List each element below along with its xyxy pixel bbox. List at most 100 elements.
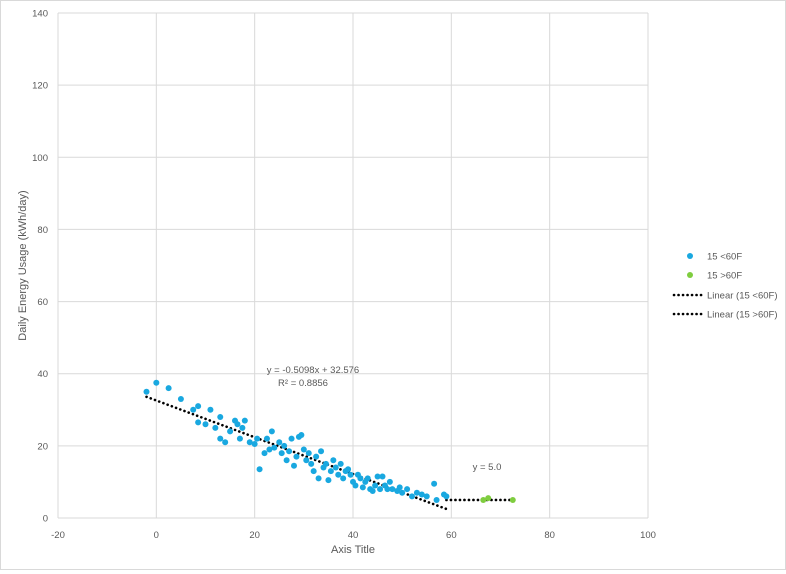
- data-point-series-1: [310, 468, 317, 475]
- y-tick-label: 80: [37, 225, 48, 236]
- data-point-series-1: [443, 493, 450, 500]
- data-point-series-1: [281, 442, 288, 449]
- y-axis-title: Daily Energy Usage (kWh/day): [17, 190, 29, 340]
- data-point-series-1: [327, 468, 334, 475]
- data-point-series-1: [217, 435, 224, 442]
- data-point-series-1: [369, 487, 376, 494]
- data-point-series-1: [386, 478, 393, 485]
- legend-label-trendline-2: Linear (15 >60F): [707, 310, 778, 321]
- data-point-series-1: [364, 475, 371, 482]
- y-tick-label: 0: [43, 514, 48, 525]
- data-point-series-1: [195, 419, 202, 426]
- gridlines: [57, 12, 649, 519]
- data-point-series-1: [423, 493, 430, 500]
- data-point-series-1: [291, 462, 297, 469]
- data-point-series-1: [303, 457, 310, 464]
- data-point-series-1: [263, 435, 270, 442]
- data-point-series-1: [283, 457, 290, 464]
- data-point-series-1: [352, 482, 359, 489]
- data-point-series-1: [396, 484, 403, 491]
- data-point-series-1: [268, 428, 275, 435]
- y-tick-label: 40: [37, 369, 48, 380]
- data-point-series-1: [359, 484, 366, 491]
- data-point-series-1: [357, 475, 364, 482]
- data-point-series-1: [293, 453, 300, 460]
- data-point-series-1: [379, 473, 386, 480]
- data-point-series-1: [300, 446, 307, 453]
- x-tick-label: 100: [640, 530, 656, 541]
- x-axis-title: Axis Title: [331, 544, 375, 556]
- data-point-series-1: [345, 466, 352, 473]
- data-point-series-1: [372, 482, 379, 489]
- data-point-series-1: [433, 496, 440, 503]
- legend-item-series-2: 15 >60F: [687, 271, 742, 282]
- y-axis-tick-labels: 0 20 40 60 80 100 120 140: [32, 9, 48, 525]
- data-point-series-1: [384, 486, 391, 493]
- data-point-series-1: [288, 435, 295, 442]
- data-point-series-1: [399, 489, 406, 496]
- data-point-series-1: [195, 403, 202, 410]
- trendlines: [145, 395, 515, 511]
- data-point-series-1: [377, 486, 384, 493]
- x-tick-label: -20: [51, 530, 65, 541]
- x-tick-label: 60: [446, 530, 457, 541]
- data-point-series-1: [254, 435, 261, 442]
- data-point-series-1: [305, 450, 312, 457]
- legend-label-series-1: 15 <60F: [707, 252, 742, 263]
- x-axis-tick-labels: -20 0 20 40 60 80 100: [51, 530, 656, 541]
- data-point-series-1: [315, 475, 322, 482]
- data-point-series-1: [212, 424, 219, 431]
- x-tick-label: 40: [348, 530, 359, 541]
- y-tick-label: 60: [37, 297, 48, 308]
- data-point-series-1: [227, 428, 234, 435]
- data-point-series-1: [217, 414, 224, 420]
- data-point-series-1: [313, 453, 320, 460]
- data-point-series-1: [322, 460, 329, 467]
- data-point-series-1: [374, 473, 381, 480]
- data-point-series-1: [418, 491, 425, 498]
- data-point-series-2: [509, 496, 516, 503]
- data-point-series-1: [409, 493, 415, 500]
- legend-marker-series-2: [687, 272, 693, 278]
- legend-label-series-2: 15 >60F: [707, 271, 742, 282]
- y-tick-label: 120: [32, 81, 48, 92]
- trendline-equation-1: y = -0.5098x + 32.576: [267, 365, 359, 376]
- data-point-series-1: [276, 439, 283, 446]
- data-point-series-2: [480, 496, 487, 503]
- data-point-series-1: [286, 448, 293, 455]
- data-point-series-1: [340, 475, 347, 482]
- data-point-series-1: [332, 464, 339, 471]
- data-point-series-1: [261, 450, 268, 457]
- data-point-series-1: [202, 421, 209, 428]
- data-point-series-1: [266, 446, 273, 453]
- y-tick-label: 100: [32, 153, 48, 164]
- data-point-series-1: [153, 379, 160, 386]
- data-point-series-1: [246, 439, 253, 446]
- data-point-series-1: [404, 486, 411, 493]
- data-point-series-1: [239, 424, 246, 431]
- data-point-series-1: [165, 385, 172, 392]
- data-point-series-1: [413, 489, 420, 496]
- x-tick-label: 20: [249, 530, 260, 541]
- data-point-series-1: [347, 471, 354, 478]
- data-point-series-1: [143, 388, 150, 395]
- data-point-series-1: [236, 435, 243, 442]
- data-point-series-1: [207, 406, 214, 413]
- trendline-r-squared-1: R² = 0.8856: [278, 378, 328, 389]
- data-point-series-1: [335, 471, 342, 478]
- data-points: [143, 379, 516, 503]
- data-point-series-1: [330, 457, 337, 464]
- data-point-series-1: [389, 486, 396, 493]
- x-tick-label: 80: [544, 530, 555, 541]
- data-point-series-1: [431, 480, 438, 487]
- data-point-series-1: [251, 441, 258, 448]
- data-point-series-1: [271, 444, 278, 451]
- y-tick-label: 20: [37, 441, 48, 452]
- data-point-series-1: [325, 477, 332, 484]
- legend-item-series-1: 15 <60F: [687, 252, 742, 263]
- data-point-series-2: [485, 495, 492, 502]
- data-point-series-1: [298, 432, 305, 439]
- legend-marker-series-1: [687, 253, 693, 259]
- x-tick-label: 0: [154, 530, 159, 541]
